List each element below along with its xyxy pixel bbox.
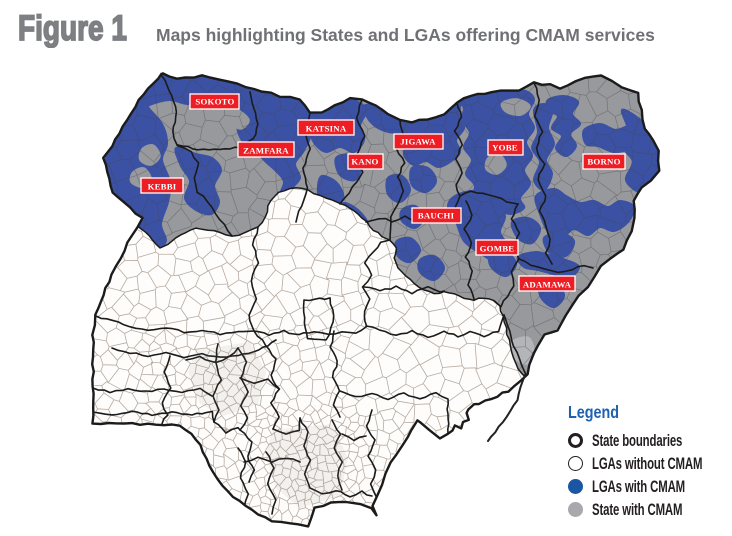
svg-text:ZAMFARA: ZAMFARA	[243, 145, 289, 155]
svg-text:BORNO: BORNO	[587, 156, 620, 166]
svg-text:KEBBI: KEBBI	[148, 181, 177, 191]
svg-text:ADAMAWA: ADAMAWA	[523, 279, 572, 289]
svg-text:GOMBE: GOMBE	[480, 243, 515, 253]
svg-text:KANO: KANO	[351, 156, 378, 166]
svg-text:BAUCHI: BAUCHI	[418, 210, 455, 220]
svg-text:KATSINA: KATSINA	[306, 123, 347, 133]
svg-text:SOKOTO: SOKOTO	[195, 96, 234, 106]
svg-text:JIGAWA: JIGAWA	[400, 136, 436, 146]
svg-text:YOBE: YOBE	[492, 142, 518, 152]
